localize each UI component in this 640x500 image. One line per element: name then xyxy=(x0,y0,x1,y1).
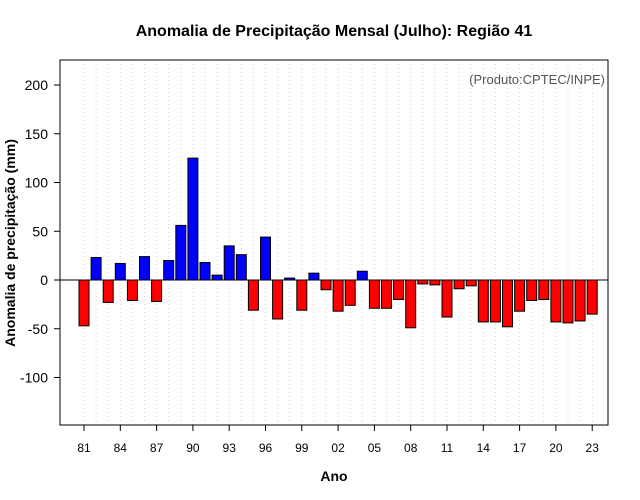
bar-2021 xyxy=(562,279,574,324)
x-tick-label: 02 xyxy=(331,441,345,455)
bar-1999 xyxy=(296,279,308,311)
bar-2008 xyxy=(405,279,417,329)
y-tick-label: 50 xyxy=(32,223,48,239)
bar-2011 xyxy=(441,279,453,318)
x-tick-label: 87 xyxy=(150,441,164,455)
bar-2017 xyxy=(514,279,526,312)
y-tick-label: 150 xyxy=(25,126,49,142)
product-credit: (Produto:CPTEC/INPE) xyxy=(469,72,605,87)
bar-1985 xyxy=(126,279,138,301)
x-tick-label: 08 xyxy=(404,441,418,455)
x-tick-label: 05 xyxy=(368,441,382,455)
bar-2023 xyxy=(586,279,598,315)
y-tick-label: -50 xyxy=(28,321,48,337)
bar-1988 xyxy=(163,260,175,281)
x-tick-label: 90 xyxy=(186,441,200,455)
x-tick-label: 84 xyxy=(114,441,128,455)
x-tick-label: 81 xyxy=(77,441,91,455)
x-axis-title: Ano xyxy=(320,468,347,484)
bar-1986 xyxy=(139,256,150,281)
x-tick-label: 17 xyxy=(513,441,527,455)
bar-1992 xyxy=(211,274,223,281)
bar-2002 xyxy=(332,279,344,312)
bar-2018 xyxy=(526,279,538,301)
bar-1993 xyxy=(223,245,235,281)
bar-2019 xyxy=(538,279,550,300)
bar-2012 xyxy=(453,279,465,290)
bar-2000 xyxy=(308,272,320,281)
x-tick-label: 14 xyxy=(477,441,491,455)
bar-2007 xyxy=(393,279,405,300)
x-tick-label: 96 xyxy=(259,441,273,455)
bar-2014 xyxy=(477,279,489,323)
plot-frame xyxy=(59,59,609,426)
bar-2020 xyxy=(550,279,562,323)
bar-2015 xyxy=(489,279,501,323)
y-tick-label: 200 xyxy=(25,77,49,93)
bar-1989 xyxy=(175,224,187,281)
x-tick-label: 93 xyxy=(223,441,237,455)
bar-1987 xyxy=(151,279,163,302)
bar-2006 xyxy=(381,279,392,309)
bar-1981 xyxy=(78,279,90,327)
x-axis: 81 84 87 90 93 96 99 02 05 08 11 14 17 20 23 xyxy=(77,425,599,455)
bar-2001 xyxy=(320,279,332,291)
x-tick-label: 99 xyxy=(295,441,309,455)
y-tick-label: -100 xyxy=(20,370,48,386)
bar-1997 xyxy=(272,279,284,320)
bar-2022 xyxy=(574,279,586,322)
bar-2016 xyxy=(502,279,513,328)
bar-2009 xyxy=(417,279,429,285)
bar-2005 xyxy=(368,279,380,309)
chart-title: Anomalia de Precipitação Mensal (Julho):… xyxy=(136,23,533,40)
y-tick-label: 0 xyxy=(40,272,48,288)
x-tick-label: 11 xyxy=(441,441,454,455)
bar-1994 xyxy=(235,254,247,281)
grid-lines xyxy=(83,60,593,425)
bar-1995 xyxy=(247,279,259,311)
bar-2013 xyxy=(465,279,477,287)
bars xyxy=(78,157,598,329)
bar-2010 xyxy=(429,279,441,286)
bar-2004 xyxy=(356,270,368,281)
bar-1996 xyxy=(260,236,271,281)
bar-1983 xyxy=(102,279,114,303)
y-axis-title: Anomalia de precipitação (mm) xyxy=(2,139,18,347)
y-axis: -100 -50 0 50 100 150 200 xyxy=(20,77,60,386)
bar-2003 xyxy=(344,279,356,306)
bar-1990 xyxy=(187,157,199,281)
bar-1984 xyxy=(114,262,126,281)
y-tick-label: 100 xyxy=(25,175,49,191)
bar-1991 xyxy=(199,261,211,281)
bar-1982 xyxy=(90,257,102,281)
x-tick-label: 20 xyxy=(549,441,563,455)
x-tick-label: 23 xyxy=(586,441,600,455)
